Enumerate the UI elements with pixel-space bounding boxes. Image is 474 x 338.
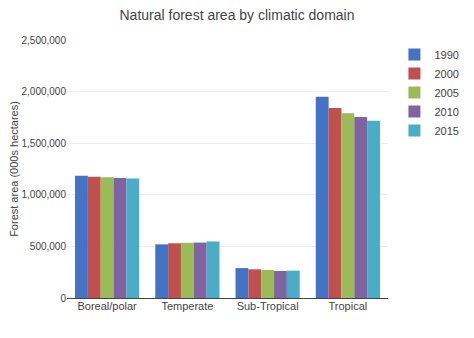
svg-text:2000: 2000: [434, 68, 458, 80]
svg-text:2005: 2005: [434, 87, 458, 99]
svg-text:0: 0: [60, 293, 66, 304]
svg-text:1990: 1990: [434, 49, 458, 61]
svg-text:500,000: 500,000: [30, 241, 67, 252]
svg-text:Temperate: Temperate: [161, 300, 213, 312]
svg-text:Forest area (000s hectares): Forest area (000s hectares): [8, 101, 20, 237]
svg-text:2010: 2010: [434, 106, 458, 118]
svg-text:2015: 2015: [434, 125, 458, 137]
svg-text:Natural forest area by climati: Natural forest area by climatic domain: [120, 7, 355, 23]
svg-text:1,500,000: 1,500,000: [22, 138, 67, 149]
svg-text:1,000,000: 1,000,000: [22, 189, 67, 200]
svg-text:Boreal/polar: Boreal/polar: [77, 300, 137, 312]
svg-text:Sub-Tropical: Sub-Tropical: [237, 300, 299, 312]
svg-text:2,500,000: 2,500,000: [22, 35, 67, 46]
svg-text:2,000,000: 2,000,000: [22, 86, 67, 97]
svg-text:Tropical: Tropical: [329, 300, 368, 312]
